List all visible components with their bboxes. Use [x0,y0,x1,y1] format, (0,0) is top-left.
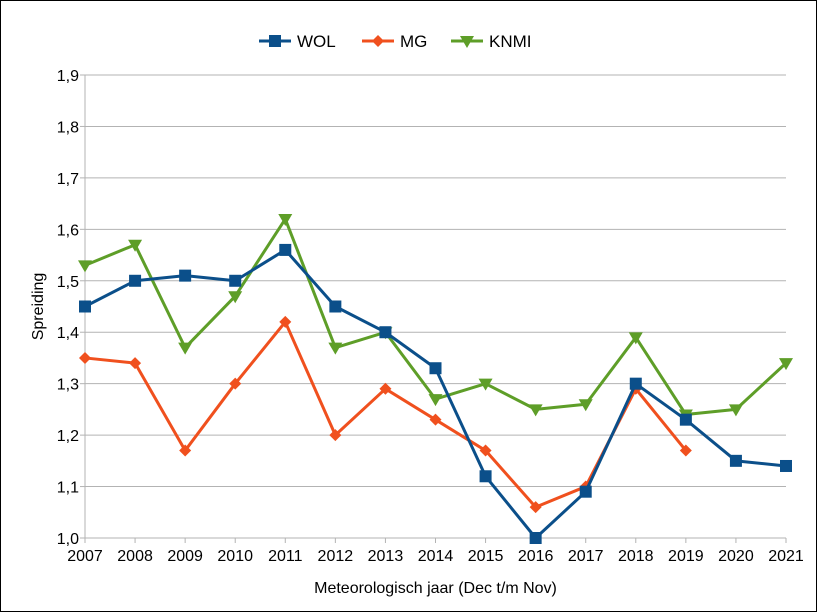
marker-square [129,274,142,287]
marker-diamond [279,315,292,328]
legend-label: WOL [297,32,336,51]
marker-diamond [429,413,442,426]
marker-square [269,35,281,47]
marker-triangle [779,358,793,371]
marker-square [529,532,542,544]
x-tick-label: 2013 [368,548,404,565]
marker-triangle [460,36,474,48]
y-tick-label: 1,4 [57,325,79,342]
marker-square [780,459,792,472]
x-tick-label: 2008 [117,548,153,565]
y-tick-label: 1,5 [57,274,79,291]
marker-diamond [129,357,142,370]
marker-diamond [229,377,242,390]
x-tick-label: 2010 [217,548,253,565]
marker-triangle [628,332,643,345]
x-tick-label: 2015 [468,548,504,565]
x-tick-label: 2011 [268,548,303,565]
marker-triangle [428,394,443,407]
y-tick-label: 1,7 [57,171,79,188]
axes [80,74,787,543]
marker-diamond [379,382,392,395]
marker-triangle [228,291,243,304]
marker-diamond [529,501,542,514]
marker-triangle [478,378,493,391]
marker-diamond [372,35,384,47]
x-tick-label: 2014 [418,548,454,565]
tick-labels: 1,0 1,1 1,2 1,3 1,4 1,5 1,6 1,7 1,8 1,9 2007 2008 20… [57,68,804,565]
series-layer [78,214,793,544]
series-knmi [78,214,793,422]
y-tick-label: 1,8 [57,119,79,136]
legend-label: MG [400,32,427,51]
y-tick-label: 1,2 [57,428,79,445]
marker-square [379,326,392,339]
y-tick-label: 1,0 [57,531,79,548]
x-tick-label: 2021 [768,548,804,565]
x-tick-label: 2020 [718,548,754,565]
x-axis-title: Meteorologisch jaar (Dec t/m Nov) [314,580,557,597]
x-tick-label: 2007 [67,548,103,565]
legend: WOL MG KNMI [259,32,532,51]
marker-triangle [178,342,193,355]
y-tick-label: 1,1 [57,480,79,497]
x-tick-label: 2017 [568,548,604,565]
marker-diamond [679,444,692,457]
y-axis-title: Spreiding [30,273,47,341]
marker-square [329,300,342,313]
series-line [84,248,787,540]
x-tick-label: 2019 [668,548,704,565]
marker-triangle [78,260,92,273]
marker-triangle [728,404,743,417]
marker-square [229,274,242,287]
legend-label: KNMI [489,32,532,51]
series-line [84,217,788,417]
x-tick-label: 2012 [318,548,354,565]
legend-item-wol: WOL [259,32,336,51]
marker-square [629,377,642,390]
marker-square [579,485,592,498]
marker-triangle [328,342,343,355]
y-tick-label: 1,3 [57,377,79,394]
marker-triangle [278,214,293,227]
y-tick-label: 1,6 [57,222,79,239]
marker-triangle [128,239,143,252]
series-wol [79,243,792,544]
series-line [84,320,688,509]
marker-square [79,300,91,313]
marker-diamond [79,351,91,364]
x-tick-label: 2016 [518,548,554,565]
marker-diamond [179,444,192,457]
marker-square [729,454,742,467]
y-tick-label: 1,9 [57,68,79,85]
series-mg [79,315,692,514]
legend-item-mg: MG [362,32,427,51]
marker-triangle [528,404,543,417]
marker-square [429,362,442,375]
marker-triangle [578,399,593,412]
marker-square [279,243,292,256]
marker-diamond [329,429,342,442]
marker-square [679,413,692,426]
legend-item-knmi: KNMI [451,32,532,51]
x-tick-label: 2018 [618,548,654,565]
marker-diamond [479,444,492,457]
marker-square [179,269,192,282]
marker-square [479,470,492,483]
x-tick-label: 2009 [167,548,203,565]
